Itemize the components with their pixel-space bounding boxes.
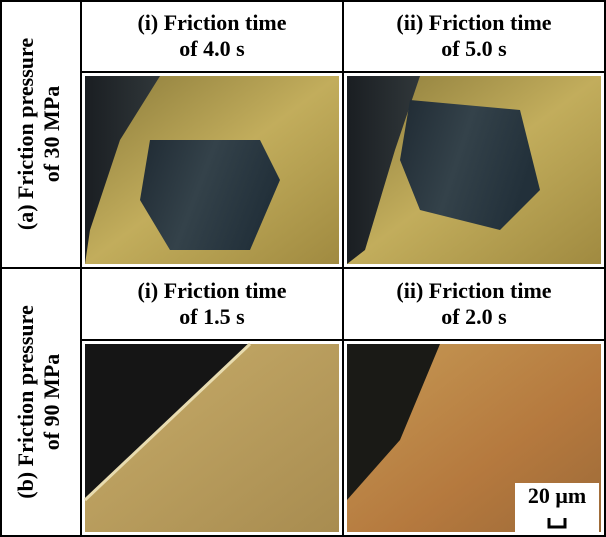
caption: of 4.0 s	[179, 36, 245, 61]
row-label: of 30 MPa	[39, 86, 64, 183]
figure: (a) Friction pressure of 30 MPa (b) Fric…	[0, 0, 606, 537]
row-label: (b) Friction pressure	[13, 305, 38, 499]
micrograph	[85, 76, 339, 264]
scale-label: 20 μm	[528, 483, 586, 508]
micrograph	[347, 76, 601, 264]
micrograph	[85, 344, 339, 532]
caption: (ii) Friction time	[396, 10, 551, 35]
caption: of 2.0 s	[441, 304, 507, 329]
caption: (ii) Friction time	[396, 278, 551, 303]
caption: of 1.5 s	[179, 304, 245, 329]
row-label: of 90 MPa	[39, 354, 64, 451]
caption: of 5.0 s	[441, 36, 507, 61]
caption: (i) Friction time	[137, 10, 286, 35]
scale-bar: 20 μm	[515, 483, 599, 532]
caption: (i) Friction time	[137, 278, 286, 303]
row-label: (a) Friction pressure	[13, 38, 38, 230]
